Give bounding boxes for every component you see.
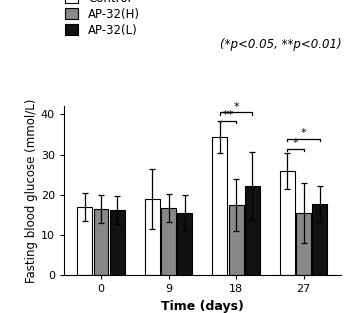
Text: **: ** bbox=[222, 110, 234, 120]
Bar bbox=[77, 207, 92, 275]
Bar bbox=[245, 186, 260, 275]
Text: *: * bbox=[293, 138, 298, 148]
Bar bbox=[296, 213, 311, 275]
Legend: Control, AP-32(H), AP-32(L): Control, AP-32(H), AP-32(L) bbox=[64, 0, 141, 38]
Bar bbox=[280, 171, 295, 275]
Bar bbox=[94, 209, 109, 275]
Bar bbox=[110, 210, 125, 275]
Bar bbox=[312, 204, 327, 275]
Text: *: * bbox=[301, 128, 306, 138]
Bar bbox=[213, 136, 227, 275]
Bar bbox=[161, 208, 176, 275]
Text: (*p<0.05, **p<0.01): (*p<0.05, **p<0.01) bbox=[220, 38, 342, 51]
Bar bbox=[145, 199, 160, 275]
X-axis label: Time (days): Time (days) bbox=[161, 300, 244, 313]
Bar bbox=[178, 213, 192, 275]
Text: *: * bbox=[233, 102, 239, 112]
Bar bbox=[229, 205, 244, 275]
Y-axis label: Fasting blood glucose (mmol/L): Fasting blood glucose (mmol/L) bbox=[25, 99, 38, 283]
